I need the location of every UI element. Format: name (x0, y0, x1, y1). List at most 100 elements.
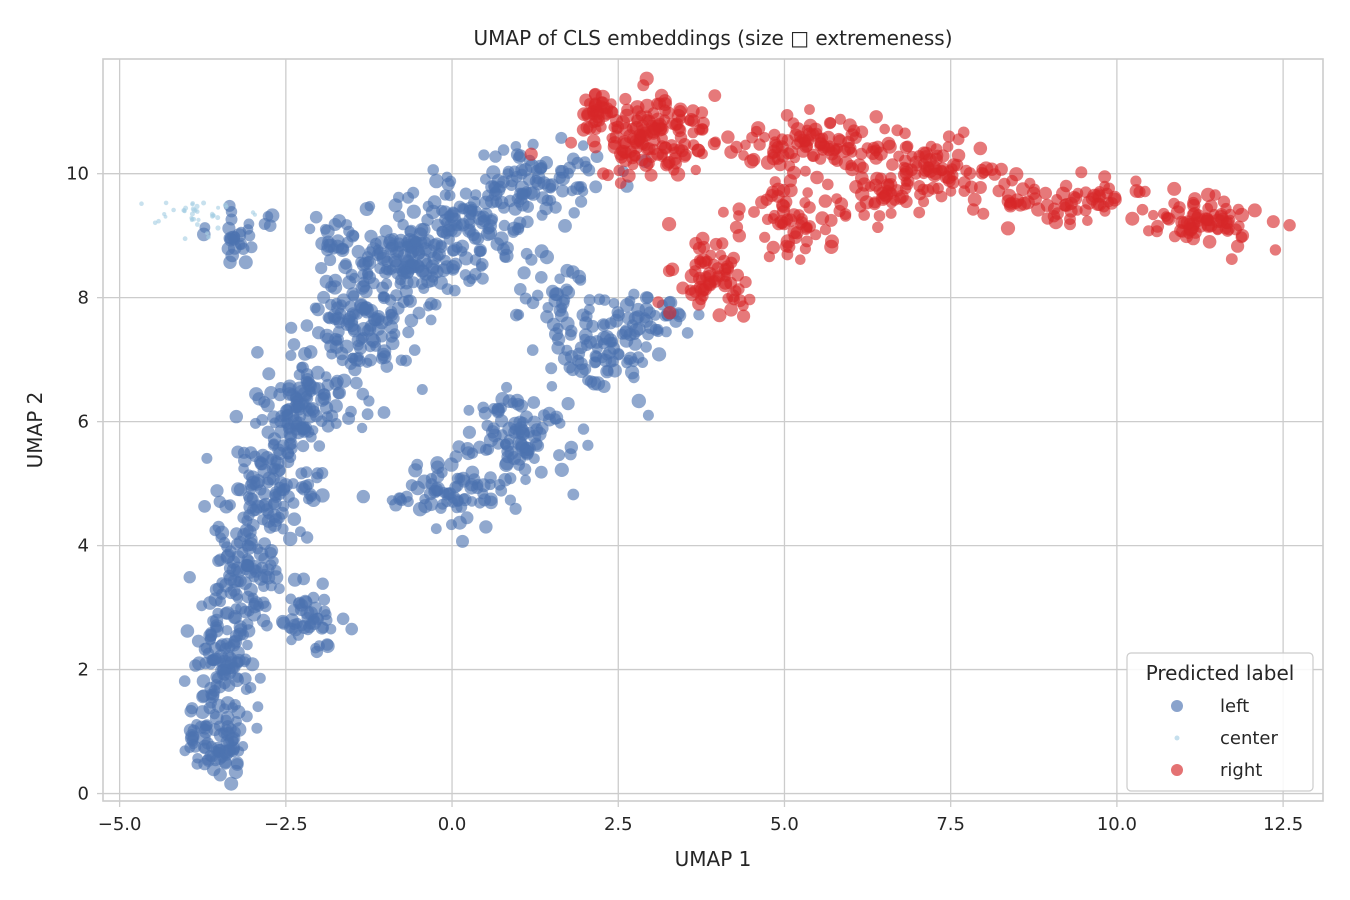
data-point-right (1202, 202, 1214, 214)
data-point-right (942, 141, 954, 153)
data-point-left (425, 275, 439, 288)
data-point-left (320, 639, 335, 654)
data-point-left (504, 494, 516, 506)
data-point-right (766, 240, 780, 255)
data-point-left (428, 238, 441, 252)
data-point-right (942, 130, 956, 143)
data-point-left (191, 634, 205, 648)
data-point-left (312, 326, 326, 340)
data-point-left (492, 183, 506, 197)
data-point-left (276, 439, 290, 453)
data-point-left (245, 657, 260, 672)
data-point-left (234, 623, 248, 637)
series-right (524, 71, 1296, 323)
data-point-left (560, 263, 574, 278)
data-point-left (497, 144, 510, 156)
data-point-right (917, 183, 929, 195)
data-point-left (268, 498, 280, 510)
data-point-left (402, 326, 415, 339)
data-point-left (374, 262, 386, 275)
data-point-left (293, 401, 306, 413)
data-point-right (619, 146, 632, 159)
data-point-left (343, 225, 355, 238)
data-point-left (342, 275, 357, 290)
x-tick-label: −5.0 (98, 814, 142, 835)
data-point-right (689, 236, 703, 250)
data-point-right (731, 268, 744, 282)
data-point-right (1231, 239, 1245, 253)
data-point-left (491, 402, 505, 416)
data-point-left (342, 315, 356, 328)
data-point-right (1093, 197, 1107, 212)
data-point-left (514, 399, 529, 413)
data-point-left (227, 702, 238, 713)
data-point-left (455, 217, 470, 232)
data-point-right (795, 219, 806, 230)
data-point-left (219, 578, 234, 593)
data-point-right (621, 168, 636, 183)
data-point-left (297, 440, 310, 453)
y-axis-title: UMAP 2 (23, 392, 47, 469)
data-point-left (404, 313, 419, 328)
data-point-right (901, 140, 914, 153)
data-point-left (602, 365, 614, 377)
data-point-left (217, 663, 231, 677)
data-point-left (371, 322, 385, 336)
data-point-left (447, 263, 460, 276)
data-point-left (185, 729, 199, 743)
data-point-center (181, 208, 186, 213)
data-point-left (363, 395, 375, 407)
data-point-right (800, 165, 811, 177)
data-point-right (834, 113, 846, 125)
data-point-left (319, 223, 331, 235)
data-point-left (629, 323, 644, 338)
data-point-left (619, 298, 635, 313)
data-point-left (555, 131, 568, 144)
data-point-left (597, 352, 608, 364)
data-point-left (224, 545, 237, 558)
data-point-right (761, 213, 774, 225)
data-point-right (777, 216, 791, 231)
data-point-right (738, 150, 749, 161)
data-point-left (221, 625, 233, 636)
data-point-left (430, 298, 442, 311)
data-point-left (258, 537, 271, 550)
data-point-left (500, 439, 511, 450)
data-point-left (346, 287, 360, 301)
data-point-left (462, 425, 476, 439)
data-point-right (886, 158, 899, 171)
data-point-right (759, 231, 771, 243)
data-point-left (210, 624, 224, 638)
data-point-right (743, 293, 756, 306)
data-point-right (859, 195, 874, 210)
data-point-left (256, 448, 270, 463)
data-point-center (190, 201, 195, 206)
x-axis-ticks: −5.0 −2.5 0.0 2.5 5.0 7.5 10.0 12.5 (98, 801, 1303, 835)
data-point-left (537, 176, 551, 190)
data-point-left (408, 344, 421, 356)
data-point-left (210, 679, 222, 691)
data-point-center (189, 216, 194, 220)
data-point-left (483, 433, 498, 448)
data-point-right (952, 133, 965, 146)
data-point-right (1040, 198, 1054, 212)
data-point-right (795, 254, 806, 265)
data-point-right (697, 283, 710, 296)
x-tick-label: −2.5 (264, 814, 308, 835)
data-point-left (509, 502, 522, 515)
data-point-right (810, 229, 822, 241)
data-point-left (575, 195, 588, 208)
data-point-left (229, 409, 243, 424)
data-point-left (268, 556, 279, 567)
data-point-left (353, 355, 366, 367)
data-point-left (258, 487, 271, 501)
data-point-left (197, 689, 211, 703)
data-point-left (513, 197, 525, 208)
data-point-left (342, 411, 356, 425)
data-point-left (608, 298, 620, 309)
data-point-left (330, 374, 344, 388)
data-point-left (478, 493, 492, 507)
data-point-right (673, 102, 688, 117)
data-point-right (1072, 205, 1083, 216)
data-point-left (315, 262, 328, 275)
